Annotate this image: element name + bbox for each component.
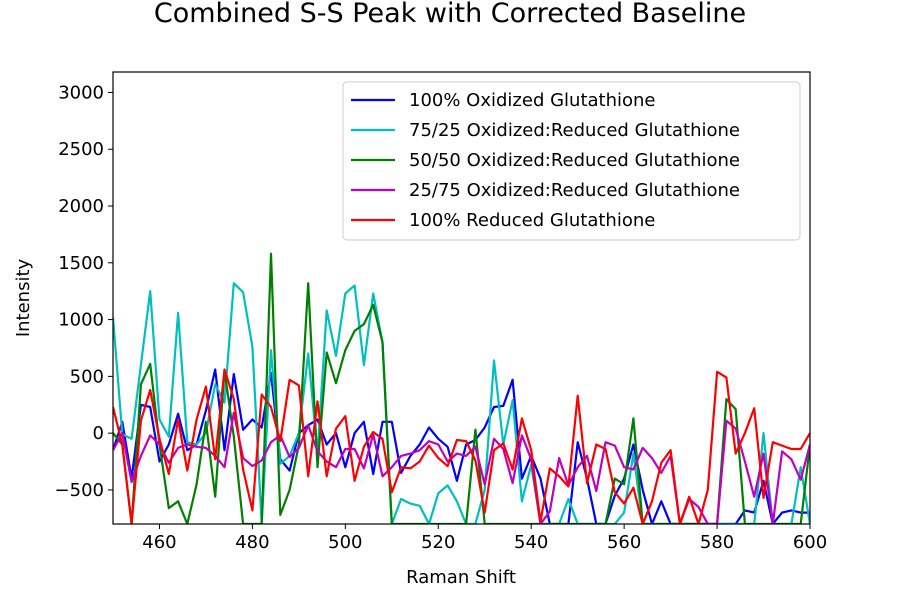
y-tick-label: 500 xyxy=(70,366,104,387)
y-tick-label: 1000 xyxy=(58,310,104,331)
y-tick-label: −500 xyxy=(55,480,104,501)
y-tick-label: 3000 xyxy=(58,82,104,103)
legend-label-2: 75/25 Oxidized:Reduced Glutathione xyxy=(409,120,740,141)
x-tick-label: 480 xyxy=(235,532,269,553)
legend-label-3: 50/50 Oxidized:Reduced Glutathione xyxy=(409,150,740,171)
x-tick-label: 540 xyxy=(514,532,548,553)
x-tick-label: 460 xyxy=(142,532,176,553)
series-line-3 xyxy=(113,252,810,524)
legend-label-4: 25/75 Oxidized:Reduced Glutathione xyxy=(409,180,740,201)
series-line-4 xyxy=(113,411,810,524)
y-tick-label: 0 xyxy=(93,423,104,444)
x-tick-label: 520 xyxy=(421,532,455,553)
y-axis: −500 0 500 1000 1500 2000 2500 3000 xyxy=(55,82,113,501)
y-axis-label: Intensity xyxy=(13,258,34,337)
legend-box xyxy=(342,81,801,241)
series-line-1 xyxy=(113,368,810,524)
legend: 100% Oxidized Glutathione 75/25 Oxidized:… xyxy=(342,81,801,241)
series-layer xyxy=(113,252,810,524)
plot-frame xyxy=(112,71,811,525)
y-tick-label: 1500 xyxy=(58,253,104,274)
legend-label-1: 100% Oxidized Glutathione xyxy=(409,90,656,111)
x-tick-label: 580 xyxy=(700,532,734,553)
chart-title: Combined S-S Peak with Corrected Baselin… xyxy=(154,0,746,29)
x-axis: 460 480 500 520 540 560 580 600 xyxy=(142,524,827,553)
series-line-2 xyxy=(113,282,810,524)
x-tick-label: 560 xyxy=(607,532,641,553)
x-axis-label: Raman Shift xyxy=(406,567,516,588)
y-tick-label: 2500 xyxy=(58,139,104,160)
series-line-5 xyxy=(113,368,810,524)
x-tick-label: 600 xyxy=(793,532,827,553)
legend-label-5: 100% Reduced Glutathione xyxy=(409,210,655,231)
y-tick-label: 2000 xyxy=(58,196,104,217)
x-tick-label: 500 xyxy=(328,532,362,553)
